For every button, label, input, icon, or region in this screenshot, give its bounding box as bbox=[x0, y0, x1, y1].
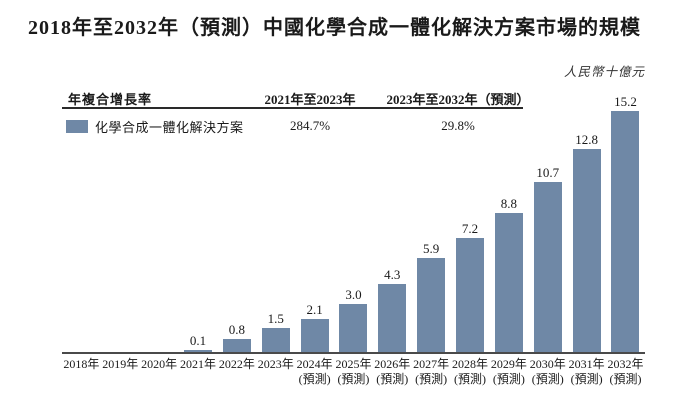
x-axis-tick-label: 2022年 bbox=[218, 357, 255, 371]
bar-column: 0.1 bbox=[179, 92, 218, 352]
legend-item: 化學合成一體化解決方案 bbox=[66, 117, 244, 136]
bar bbox=[222, 339, 251, 352]
bar-chart-plot-area: 0.1 0.8 1.5 2.1 3.0 4.3 5.9 7.2 8.8 10.7 12.8 15.2 bbox=[62, 92, 645, 352]
x-axis-tick-label: 2018年 bbox=[63, 357, 100, 371]
bar-value-label: 8.8 bbox=[500, 196, 517, 211]
bar bbox=[261, 328, 290, 352]
x-axis-tick-label: 2032年 (預測) bbox=[607, 357, 644, 386]
bar-value-label: 2.1 bbox=[306, 302, 323, 317]
x-axis-tick-label: 2027年 (預測) bbox=[413, 357, 450, 386]
bar-value-label: 0.1 bbox=[189, 333, 207, 348]
x-axis-tick-label: 2025年 (預測) bbox=[335, 357, 372, 386]
bar-column bbox=[62, 92, 101, 352]
bar-column bbox=[101, 92, 140, 352]
x-axis-tick-label: 2028年 (預測) bbox=[452, 357, 489, 386]
bar-column: 10.7 bbox=[528, 92, 567, 352]
bar-value-label: 10.7 bbox=[536, 165, 560, 180]
bar bbox=[339, 304, 368, 352]
bar-column: 1.5 bbox=[256, 92, 295, 352]
cagr-value-period1: 284.7% bbox=[289, 118, 331, 133]
bar bbox=[611, 111, 640, 352]
cagr-table-rule bbox=[62, 107, 523, 109]
bar-value-label: 5.9 bbox=[423, 241, 440, 256]
x-axis-tick-label: 2029年 (預測) bbox=[490, 357, 527, 386]
bar-column: 7.2 bbox=[451, 92, 490, 352]
bar-column: 3.0 bbox=[334, 92, 373, 352]
x-axis-tick-label: 2030年 (預測) bbox=[529, 357, 566, 386]
bar-column: 15.2 bbox=[606, 92, 645, 352]
bar-value-label: 15.2 bbox=[614, 94, 637, 109]
bar bbox=[417, 258, 446, 352]
bar-column: 8.8 bbox=[489, 92, 528, 352]
cagr-header-period1: 2021年至2023年 bbox=[264, 92, 356, 107]
x-axis-tick-label: 2026年 (預測) bbox=[374, 357, 411, 386]
bar-value-label: 4.3 bbox=[384, 267, 401, 282]
bar-column bbox=[140, 92, 179, 352]
cagr-header-metric: 年複合增長率 bbox=[68, 92, 153, 107]
bar-column: 12.8 bbox=[567, 92, 606, 352]
bar-column: 2.1 bbox=[295, 92, 334, 352]
bar bbox=[184, 350, 212, 352]
bar bbox=[378, 284, 407, 352]
legend-label: 化學合成一體化解決方案 bbox=[95, 120, 244, 135]
x-axis-tick-label: 2020年 bbox=[141, 357, 178, 371]
x-axis-tick-label: 2031年 (預測) bbox=[568, 357, 605, 386]
x-axis-tick-label: 2021年 bbox=[180, 357, 217, 371]
x-axis-line bbox=[62, 352, 645, 354]
bar bbox=[494, 213, 523, 352]
legend-swatch-icon bbox=[66, 120, 88, 133]
bar-value-label: 7.2 bbox=[461, 221, 479, 236]
bar bbox=[572, 149, 601, 352]
chart-title: 2018年至2032年（預測）中國化學合成一體化解決方案市場的規模 bbox=[28, 17, 641, 39]
bar bbox=[300, 319, 329, 352]
x-axis-tick-label: 2023年 bbox=[257, 357, 294, 371]
bar-column: 0.8 bbox=[217, 92, 256, 352]
x-axis-tick-label: 2024年 (預測) bbox=[296, 357, 333, 386]
bar-value-label: 0.8 bbox=[228, 322, 245, 337]
unit-label: 人民幣十億元 bbox=[563, 65, 645, 79]
bar-value-label: 3.0 bbox=[345, 287, 362, 302]
x-axis-tick-label: 2019年 bbox=[102, 357, 139, 371]
bar bbox=[456, 238, 485, 352]
bar-column: 5.9 bbox=[412, 92, 451, 352]
bar-value-label: 12.8 bbox=[575, 132, 598, 147]
cagr-header-period2: 2023年至2032年（預測） bbox=[386, 92, 530, 107]
bar-column: 4.3 bbox=[373, 92, 412, 352]
cagr-value-period2: 29.8% bbox=[441, 118, 475, 133]
bar bbox=[533, 182, 562, 352]
bar-value-label: 1.5 bbox=[267, 311, 284, 326]
x-axis-labels: 2018年 2019年 2020年 2021年 2022年 2023年 2024年 (預測) 2… bbox=[62, 357, 645, 387]
